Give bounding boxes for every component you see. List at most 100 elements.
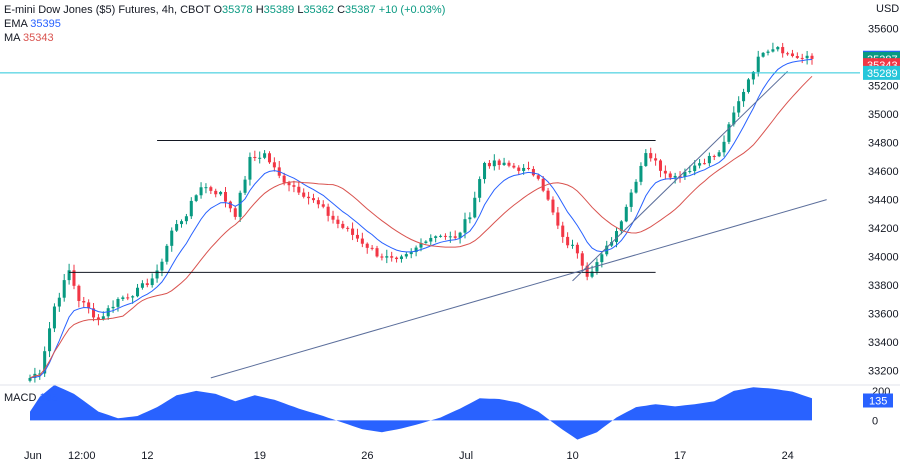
x-tick-label: 19	[254, 450, 266, 462]
candle-body	[170, 230, 174, 246]
candle-body	[326, 206, 330, 216]
candle-body	[77, 285, 81, 301]
ema-value: 35395	[30, 18, 61, 30]
macd-label: MACD	[4, 392, 37, 404]
candle-body	[419, 242, 423, 248]
candle-body	[654, 158, 658, 161]
candle-body	[380, 256, 384, 258]
ema-legend[interactable]: EMA 35395	[4, 17, 61, 31]
candle-body	[223, 191, 228, 202]
candle-body	[448, 236, 452, 238]
price-change: +10 (+0.03%)	[378, 4, 446, 16]
candle-body	[175, 224, 179, 231]
candle-body	[38, 373, 42, 375]
candle-body	[634, 181, 638, 193]
candle-body	[502, 162, 506, 166]
candle-body	[492, 160, 496, 167]
candle-body	[316, 200, 320, 205]
candle-body	[145, 283, 149, 286]
candle-body	[414, 247, 418, 253]
x-tick-label: 17	[674, 450, 686, 462]
candle-body	[292, 185, 296, 187]
macd-value: 135	[39, 392, 58, 404]
candle-body	[136, 287, 140, 297]
candle-body	[443, 235, 447, 237]
candle-body	[570, 244, 575, 246]
candle-body	[790, 53, 794, 57]
candle-body	[453, 236, 457, 238]
symbol-title: E-mini Dow Jones ($5) Futures, 4h, CBOT	[4, 4, 211, 16]
symbol-header[interactable]: E-mini Dow Jones ($5) Futures, 4h, CBOT …	[4, 3, 445, 17]
candle-body	[614, 231, 619, 243]
candle-body	[707, 155, 711, 164]
candle-body	[87, 302, 91, 309]
candle-body	[165, 245, 169, 262]
candle-body	[219, 191, 223, 195]
candle-body	[28, 377, 32, 381]
macd-legend[interactable]: MACD 135	[4, 391, 58, 405]
candle-body	[517, 167, 521, 171]
y-tick-label: 35200	[868, 81, 899, 93]
ma-label: MA	[4, 32, 20, 44]
candle-body	[204, 187, 208, 189]
candle-body	[541, 178, 545, 191]
candle-body	[385, 256, 389, 258]
candle-body	[43, 351, 47, 374]
candle-body	[487, 162, 491, 167]
candle-body	[551, 199, 555, 213]
candle-body	[287, 182, 291, 186]
candle-body	[531, 168, 535, 176]
x-tick-label: 12:00	[68, 450, 96, 462]
candle-body	[497, 160, 501, 166]
y-tick-label: 35600	[868, 24, 899, 36]
candle-body	[507, 162, 511, 166]
candle-body	[439, 235, 443, 237]
candle-body	[639, 165, 643, 182]
ma-value: 35343	[22, 32, 54, 44]
candle-body	[365, 243, 369, 248]
candle-body	[160, 261, 164, 271]
candle-body	[248, 156, 252, 180]
candle-body	[771, 49, 775, 52]
macd-tick-label: 0	[872, 415, 878, 427]
candle-body	[693, 165, 697, 172]
x-tick-label: 10	[567, 450, 579, 462]
candle-body	[106, 308, 110, 317]
ohlc-low-value: 35362	[303, 4, 335, 16]
candle-body	[263, 153, 267, 158]
axis-layer: USD 33200 33400 33600 33800 34000 34200 34400 34…	[0, 3, 900, 462]
candle-body	[429, 237, 433, 242]
candle-body	[404, 254, 408, 257]
candle-body	[795, 56, 799, 58]
candle-body	[331, 215, 335, 220]
ma-legend[interactable]: MA 35343	[4, 31, 54, 45]
candle-body	[121, 297, 125, 300]
ma-line	[29, 75, 813, 379]
candle-body	[624, 206, 628, 222]
candle-body	[810, 55, 814, 59]
candle-body	[209, 187, 213, 191]
x-tick-label: Jun	[24, 450, 42, 462]
y-tick-label: 34800	[868, 138, 899, 150]
candle-body	[307, 196, 311, 199]
candle-body	[346, 227, 350, 229]
price-tag-label: 35289	[867, 68, 898, 80]
candle-body	[781, 47, 785, 54]
candle-body	[297, 186, 301, 193]
candle-body	[742, 91, 746, 102]
candle-body	[644, 153, 648, 166]
y-tick-label: 34200	[868, 223, 899, 235]
candle-body	[458, 232, 462, 238]
candle-body	[756, 56, 760, 72]
candle-body	[57, 297, 61, 307]
candle-body	[610, 242, 614, 246]
candle-body	[140, 283, 144, 288]
candle-body	[527, 167, 531, 169]
candle-body	[590, 271, 594, 277]
candle-body	[189, 200, 193, 217]
ohlc-low-label: L	[297, 4, 304, 16]
price-tag: 35289	[863, 65, 900, 80]
candle-body	[62, 280, 66, 298]
candle-body	[698, 163, 702, 166]
candle-body	[199, 187, 203, 196]
